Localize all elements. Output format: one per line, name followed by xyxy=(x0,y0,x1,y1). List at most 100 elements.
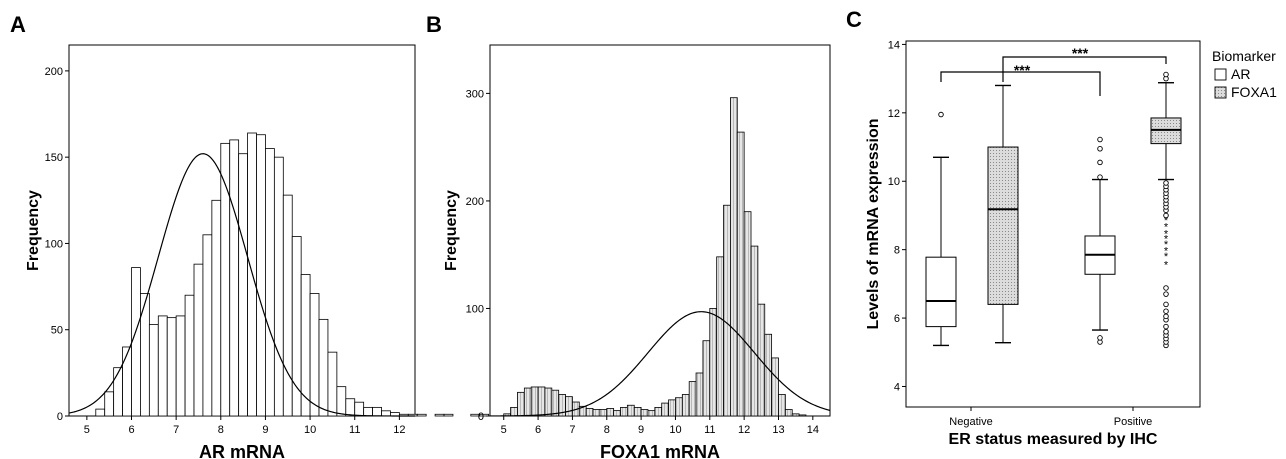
histogram-bar xyxy=(682,394,689,416)
histogram-bar xyxy=(382,411,391,416)
histogram-bar xyxy=(730,98,737,416)
x-tick-label: 7 xyxy=(569,424,575,436)
panel-label-a: A xyxy=(10,12,26,37)
histogram-bar xyxy=(274,157,283,416)
legend-title: Biomarker xyxy=(1212,48,1276,64)
histogram-bar xyxy=(566,397,573,416)
histogram-bar xyxy=(292,237,301,416)
histogram-bar xyxy=(328,352,337,416)
significance-label: *** xyxy=(1014,62,1031,78)
outlier-point xyxy=(1164,72,1169,77)
y-tick-label: 10 xyxy=(888,176,900,188)
x-tick-label: 6 xyxy=(535,424,541,436)
outlier-point xyxy=(939,112,944,117)
x-tick-label: 12 xyxy=(738,424,750,436)
outlier-point xyxy=(1164,286,1169,291)
histogram-bar xyxy=(724,205,731,416)
y-tick-label: 150 xyxy=(45,152,63,164)
histogram-bar xyxy=(655,407,662,416)
histogram-bar xyxy=(158,316,167,416)
y-tick-label: 0 xyxy=(57,411,63,423)
x-tick-label: 8 xyxy=(218,424,224,436)
y-axis-title: Levels of mRNA expression xyxy=(865,118,882,329)
histogram-bar xyxy=(444,414,453,416)
histogram-bar xyxy=(662,403,669,416)
histogram-bar xyxy=(552,390,559,416)
histogram-bar xyxy=(319,319,328,416)
legend-swatch xyxy=(1215,69,1226,80)
histogram-bar xyxy=(123,347,132,416)
x-axis-title: AR mRNA xyxy=(199,442,285,459)
outlier-point xyxy=(1098,336,1103,341)
y-tick-label: 4 xyxy=(894,381,900,393)
histogram-bar xyxy=(785,410,792,416)
histogram-bar xyxy=(792,414,799,416)
histogram-bar xyxy=(149,325,158,416)
box xyxy=(926,257,956,326)
outlier-point xyxy=(1164,329,1169,334)
histogram-bar xyxy=(710,308,717,416)
x-axis-title: FOXA1 mRNA xyxy=(600,442,720,459)
histogram-bar xyxy=(239,154,248,416)
outlier-point xyxy=(1098,160,1103,165)
histogram-bar xyxy=(531,387,538,416)
outlier-point xyxy=(1098,137,1103,142)
histogram-bar xyxy=(310,293,319,416)
histogram-bar xyxy=(114,368,123,416)
x-tick-label: 9 xyxy=(262,424,268,436)
histogram-bar xyxy=(203,235,212,416)
legend-label: FOXA1 xyxy=(1231,84,1277,100)
x-tick-label: 11 xyxy=(349,424,360,436)
outlier-point xyxy=(1164,292,1169,297)
histogram-bar xyxy=(675,398,682,416)
histogram-bar xyxy=(751,246,758,416)
x-tick-label: 6 xyxy=(128,424,134,436)
histogram-bar xyxy=(627,405,634,416)
x-tick-label: 10 xyxy=(304,424,316,436)
histogram-bar xyxy=(778,394,785,416)
histogram-bar xyxy=(105,392,114,416)
histogram-bar xyxy=(346,399,355,416)
y-tick-label: 300 xyxy=(466,88,484,100)
histogram-bar xyxy=(185,295,194,416)
x-tick-label: 14 xyxy=(807,424,819,436)
histogram-bar xyxy=(517,392,524,416)
x-tick-label: 8 xyxy=(604,424,610,436)
histogram-bar xyxy=(689,382,696,416)
histogram-bar xyxy=(511,407,518,416)
plot-frame-B xyxy=(490,45,830,416)
histogram-bar xyxy=(765,334,772,416)
y-tick-label: 0 xyxy=(478,411,484,423)
histogram-bar xyxy=(283,195,292,416)
x-tick-label: 7 xyxy=(173,424,179,436)
x-tick-label: 5 xyxy=(84,424,90,436)
histogram-bar xyxy=(648,411,655,416)
outlier-point xyxy=(1164,309,1169,314)
x-tick-label: 10 xyxy=(669,424,681,436)
y-axis-title: Frequency xyxy=(443,190,460,271)
y-tick-label: 12 xyxy=(888,108,900,120)
histogram-bar xyxy=(621,407,628,416)
y-tick-label: 100 xyxy=(466,303,484,315)
histogram-bar xyxy=(417,414,426,416)
histogram-bar xyxy=(257,135,266,416)
histogram-bar xyxy=(167,318,176,416)
histogram-bar xyxy=(717,257,724,416)
panel-label-b: B xyxy=(426,12,442,37)
x-tick-label: 11 xyxy=(704,424,715,436)
histogram-bar xyxy=(545,388,552,416)
histogram-bar xyxy=(744,212,751,416)
histogram-bar xyxy=(799,415,806,416)
histogram-bar xyxy=(435,414,444,416)
category-label: Negative xyxy=(949,416,992,428)
histogram-bar xyxy=(373,407,382,416)
y-tick-label: 100 xyxy=(45,238,63,250)
y-tick-label: 6 xyxy=(894,313,900,325)
outlier-point xyxy=(1164,324,1169,329)
outlier-point xyxy=(1164,181,1169,186)
outlier-point xyxy=(1164,314,1169,319)
histogram-bar xyxy=(194,264,203,416)
y-tick-label: 200 xyxy=(466,196,484,208)
histogram-bar xyxy=(265,149,274,416)
